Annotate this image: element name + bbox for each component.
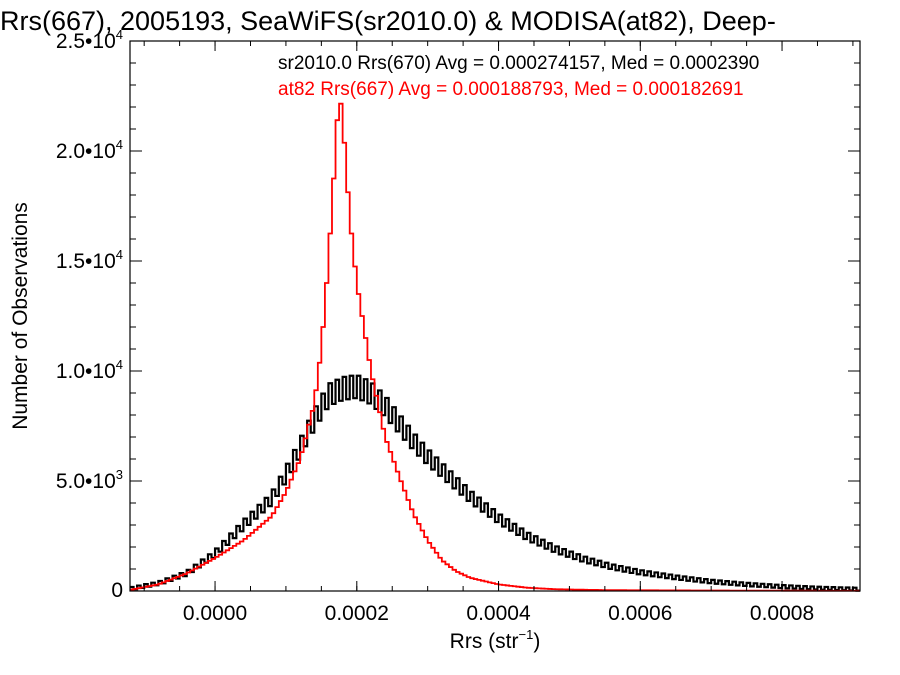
annotation-line-0: sr2010.0 Rrs(670) Avg = 0.000274157, Med… bbox=[278, 53, 759, 74]
y-tick-label: 1.0•104 bbox=[56, 357, 123, 383]
y-tick-label: 2.5•104 bbox=[56, 27, 123, 53]
y-tick-label: 0 bbox=[111, 579, 123, 602]
series-0-line bbox=[130, 374, 860, 592]
x-tick-label: 0.0006 bbox=[608, 602, 672, 625]
y-axis: 0 5.0•103 1.0•104 1.5•104 2.0•104 2.5•104 bbox=[56, 27, 860, 602]
x-tick-label: 0.0008 bbox=[750, 602, 814, 625]
y-tick-label: 1.5•104 bbox=[56, 247, 123, 273]
y-tick-label: 2.0•104 bbox=[56, 137, 123, 163]
y-tick-label: 5.0•103 bbox=[56, 467, 123, 493]
legend-annotations: sr2010.0 Rrs(670) Avg = 0.000274157, Med… bbox=[278, 53, 759, 100]
y-axis-label: Number of Observations bbox=[9, 202, 32, 430]
x-axis: 0.0000 0.0002 0.0004 0.0006 0.0008 bbox=[143, 41, 854, 625]
x-tick-label: 0.0002 bbox=[325, 602, 389, 625]
annotation-line-1: at82 Rrs(667) Avg = 0.000188793, Med = 0… bbox=[278, 79, 744, 100]
x-tick-label: 0.0004 bbox=[466, 602, 531, 625]
plot-frame bbox=[129, 40, 861, 592]
x-axis-label: Rrs (str−1) bbox=[450, 627, 541, 653]
chart-title: Rrs(667), 2005193, SeaWiFS(sr2010.0) & M… bbox=[0, 6, 776, 36]
x-tick-label: 0.0000 bbox=[183, 602, 247, 625]
